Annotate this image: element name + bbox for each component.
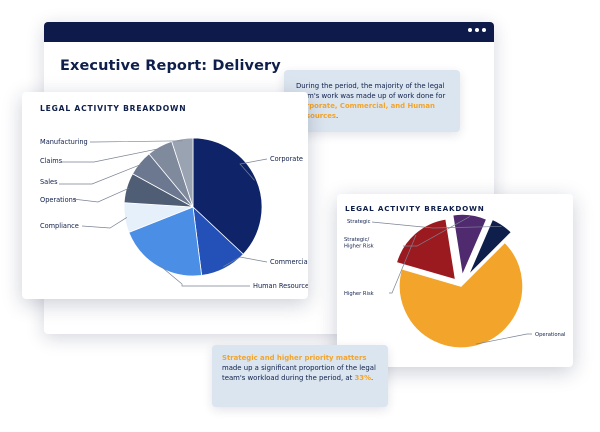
pie-label-commercial: Commercial <box>270 258 308 266</box>
pie-label-strategic: Strategic <box>347 219 371 225</box>
pie-label-operational: Operational <box>535 332 565 338</box>
pie-label-sales: Sales <box>40 178 58 186</box>
callout-priority-value: 33% <box>354 374 372 382</box>
leader-line <box>158 264 250 287</box>
leader-line <box>62 147 161 163</box>
callout-priority-highlight: Strategic and higher priority matters <box>222 354 367 362</box>
pie-slice-strategic <box>467 218 513 277</box>
pie-slice-operational <box>398 241 524 349</box>
pie-chart-activity: Corporate Commercial Human Resources Compli… <box>40 137 308 290</box>
pie-label-compliance: Compliance <box>40 222 79 230</box>
callout-summary-highlight: Corporate, Commercial, and Human Resourc… <box>296 102 435 120</box>
leader-line <box>371 221 502 229</box>
window-title-bar <box>44 22 494 42</box>
pie-label-human-resources: Human Resources <box>253 282 308 290</box>
callout-summary-text: During the period, the majority of the l… <box>296 82 446 100</box>
pie-slice-strategic-higher-risk <box>451 213 488 279</box>
chart-card-risk-breakdown: LEGAL ACTIVITY BREAKDOWN Operational High… <box>337 194 573 367</box>
report-title: Executive Report: Delivery <box>60 58 281 74</box>
callout-priority-end: . <box>371 374 374 382</box>
leader-line <box>475 333 532 345</box>
pie-label-strategic-higher-risk: Strategic/ <box>344 237 369 243</box>
pie-slice-manufacturing <box>171 137 194 208</box>
pie-slice-higher-risk <box>395 217 457 282</box>
pie-label-corporate: Corporate <box>270 155 303 163</box>
leader-line <box>223 256 268 267</box>
pie-slice-corporate <box>192 137 263 255</box>
leader-line <box>239 158 268 181</box>
leader-line <box>90 140 183 143</box>
more-horizontal-icon[interactable] <box>468 28 486 32</box>
callout-summary: During the period, the majority of the l… <box>284 70 460 132</box>
pie-label-strategic-higher-risk: Higher Risk <box>344 244 374 250</box>
leader-line <box>403 216 470 247</box>
leader-line <box>59 163 142 185</box>
pie-label-manufacturing: Manufacturing <box>40 138 88 146</box>
leader-line <box>81 217 128 229</box>
pie-label-operations: Operations <box>40 196 77 204</box>
pie-label-higher-risk: Higher Risk <box>344 291 374 297</box>
leader-line <box>389 234 417 294</box>
chart-title: LEGAL ACTIVITY BREAKDOWN <box>345 204 485 213</box>
pie-slice-human-resources <box>128 206 203 277</box>
chart-card-activity-breakdown: LEGAL ACTIVITY BREAKDOWN Corporate Commer… <box>22 92 308 299</box>
pie-label-claims: Claims <box>40 157 63 165</box>
chart-title: LEGAL ACTIVITY BREAKDOWN <box>40 104 187 113</box>
leader-line <box>72 187 129 203</box>
callout-summary-end: . <box>335 112 339 120</box>
callout-priority: Strategic and higher priority matters ma… <box>212 345 388 407</box>
callout-priority-text: made up a significant proportion of the … <box>222 364 376 382</box>
